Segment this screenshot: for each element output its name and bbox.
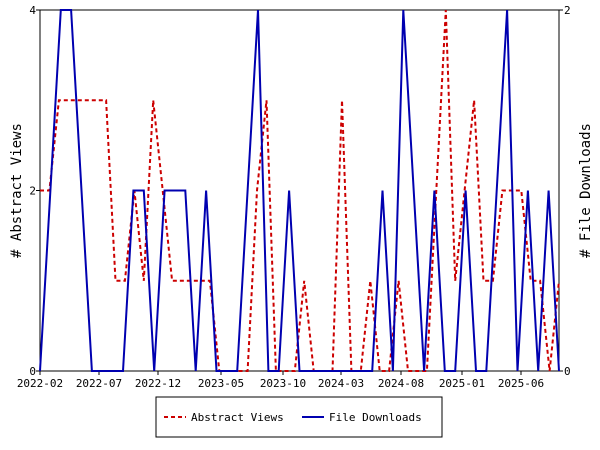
series-line-abstract-views (40, 9, 560, 372)
x-tick-label: 2025-06 (498, 377, 544, 390)
x-tick-label: 2023-10 (260, 377, 306, 390)
x-tick-label: 2024-08 (378, 377, 424, 390)
left-axis-title: # Abstract Views (9, 123, 25, 258)
right-tick-label: 0 (564, 365, 571, 378)
x-tick-label: 2022-12 (135, 377, 181, 390)
left-tick-label: 0 (29, 365, 36, 378)
right-axis-title: # File Downloads (578, 123, 594, 258)
legend-label: File Downloads (329, 411, 422, 424)
left-tick-label: 2 (29, 185, 36, 198)
x-tick-label: 2022-07 (76, 377, 122, 390)
x-tick-label: 2022-02 (17, 377, 63, 390)
right-tick-label: 2 (564, 4, 571, 17)
legend-label: Abstract Views (191, 411, 284, 424)
series-line-file-downloads (39, 9, 560, 372)
legend-box (155, 396, 443, 438)
x-tick-label: 2025-01 (439, 377, 485, 390)
x-tick-label: 2023-05 (198, 377, 244, 390)
x-tick-label: 2024-03 (318, 377, 364, 390)
left-tick-label: 4 (29, 4, 36, 17)
